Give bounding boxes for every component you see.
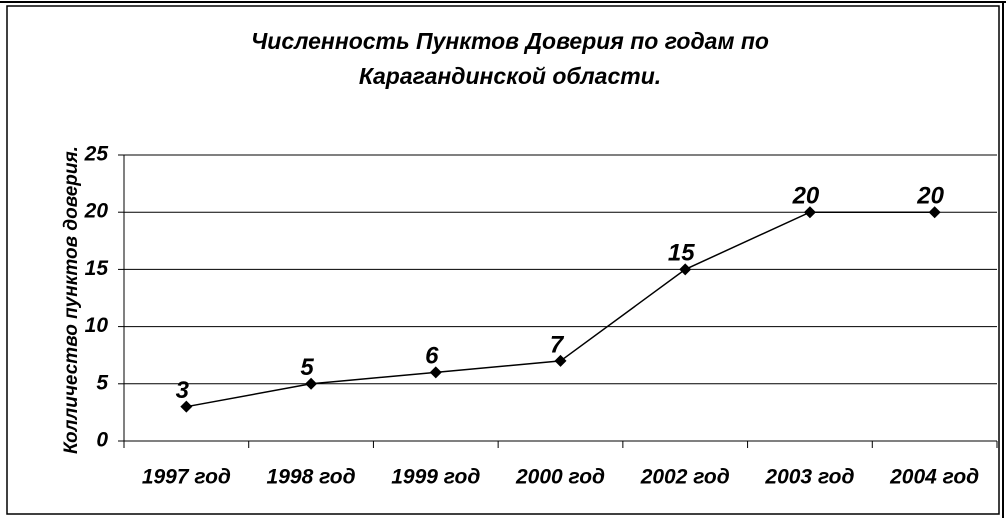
x-tick-label: 2000 год	[515, 466, 605, 489]
x-tick-label: 2004 год	[889, 466, 979, 489]
y-tick-label: 10	[85, 314, 109, 337]
y-tick-label: 0	[96, 429, 108, 452]
x-tick-label: 1999 год	[391, 466, 480, 489]
marker	[928, 206, 941, 219]
data-label: 6	[425, 343, 439, 370]
marker	[305, 377, 318, 390]
y-tick-label: 15	[85, 257, 109, 280]
data-label: 5	[300, 354, 314, 381]
data-label: 20	[916, 183, 944, 210]
marker	[429, 366, 442, 379]
y-axis-title: Колличество пунктов доверия.	[61, 146, 82, 454]
data-label: 7	[550, 331, 565, 358]
y-tick-label: 20	[84, 200, 109, 223]
data-label: 20	[792, 183, 820, 210]
marker	[554, 354, 567, 367]
line	[186, 211, 935, 408]
data-label: 3	[176, 377, 190, 404]
data-label: 15	[668, 240, 695, 267]
chart-title: Численность Пунктов Доверия по годам по …	[251, 28, 769, 89]
x-tick-label: 1997 год	[142, 466, 231, 489]
marker	[679, 263, 692, 276]
y-tick-label: 5	[96, 371, 108, 394]
marker	[180, 400, 193, 413]
x-tick-label: 2002 год	[640, 466, 730, 489]
chart-frame	[6, 5, 1000, 515]
y-tick-label: 25	[84, 143, 109, 166]
x-tick-label: 1998 год	[267, 466, 356, 489]
x-tick-label: 2003 год	[764, 466, 854, 489]
marker	[803, 206, 816, 219]
